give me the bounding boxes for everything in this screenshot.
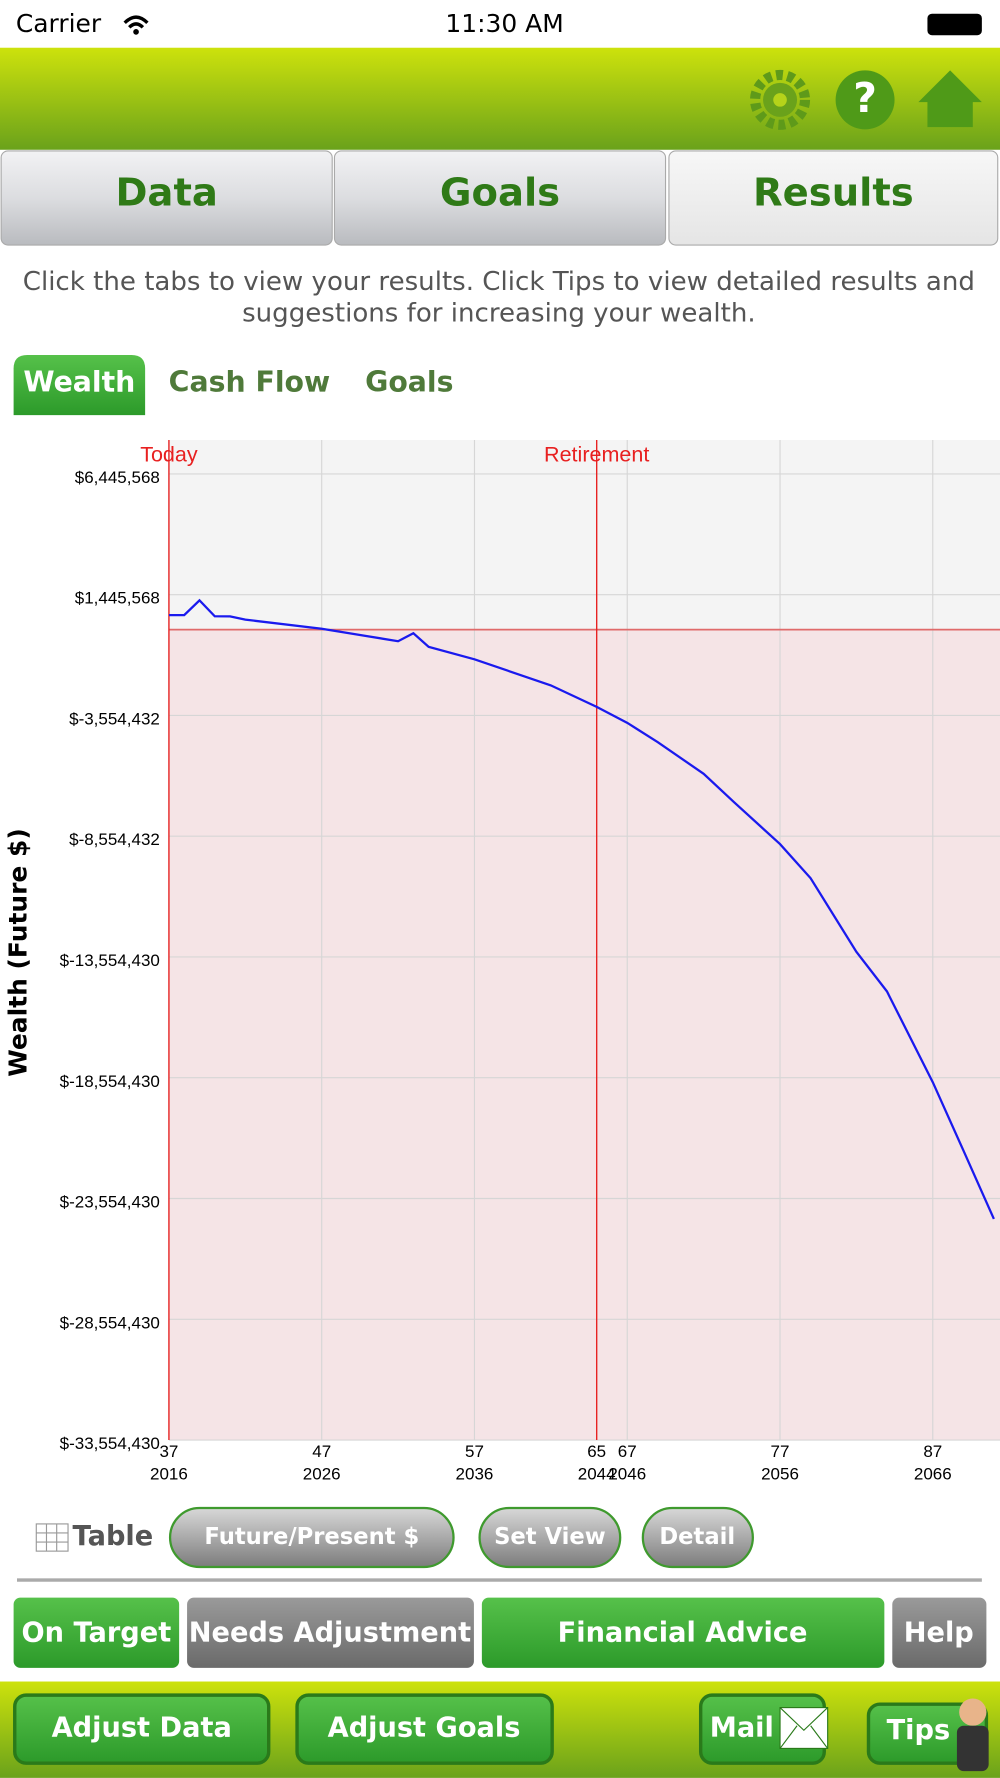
on-target-button[interactable] <box>13 1597 180 1668</box>
button-label: Detail <box>659 1524 735 1550</box>
button-label: Help <box>904 1617 974 1648</box>
table-icon[interactable] <box>35 1523 69 1552</box>
age-tick-label: 77 <box>771 1442 790 1461</box>
button-label: Financial Advice <box>558 1617 808 1648</box>
x-tick-label: 2056 <box>761 1465 799 1484</box>
wifi-icon <box>123 15 149 29</box>
age-tick-label: 37 <box>159 1442 178 1461</box>
button-label: Mail <box>710 1713 774 1744</box>
age-tick-label: 67 <box>618 1442 637 1461</box>
button-label: Set View <box>494 1524 606 1550</box>
x-tick-label: 2026 <box>303 1465 341 1484</box>
needs-adjustment-button[interactable] <box>187 1597 474 1668</box>
instructions: suggestions for increasing your wealth. <box>242 299 756 329</box>
header-bar <box>0 47 1000 150</box>
x-tick-label: 2016 <box>150 1465 188 1484</box>
set-view-button[interactable] <box>478 1506 622 1569</box>
tab-label: Results <box>753 171 914 216</box>
marker-label: Today <box>140 443 198 467</box>
subtab-wealth[interactable] <box>13 354 146 416</box>
help-icon[interactable]: ? <box>835 70 895 130</box>
advisor-icon <box>956 1698 989 1772</box>
tab-data[interactable] <box>0 150 333 246</box>
subtab-label[interactable]: Goals <box>365 365 453 398</box>
button-label: Needs Adjustment <box>189 1617 471 1648</box>
clock: 11:30 AM <box>445 9 563 38</box>
age-tick-label: 65 <box>587 1442 606 1461</box>
help-glyph: ? <box>853 74 877 122</box>
tab-goals[interactable] <box>333 150 667 246</box>
y-tick-label: $-18,554,430 <box>60 1072 160 1091</box>
button-label: Tips <box>887 1715 951 1746</box>
y-tick-label: $-13,554,430 <box>60 951 160 970</box>
help-button[interactable] <box>892 1597 987 1668</box>
adjust-goals-button[interactable] <box>295 1693 554 1765</box>
y-tick-label: $-3,554,432 <box>69 709 160 728</box>
button-label: Future/Present $ <box>204 1524 419 1550</box>
future-present-button[interactable] <box>168 1506 455 1569</box>
financial-advice-button[interactable] <box>481 1597 885 1668</box>
button-label: Adjust Goals <box>328 1713 521 1744</box>
wealth-line <box>168 598 995 1220</box>
age-tick-label: 57 <box>465 1442 484 1461</box>
x-tick-label: 2046 <box>608 1465 646 1484</box>
plot-above <box>168 440 1000 630</box>
instructions: Click the tabs to view your results. Cli… <box>23 267 975 297</box>
tab-results[interactable] <box>668 150 999 246</box>
plot-below <box>168 629 1000 1441</box>
tab-label: Data <box>115 171 217 216</box>
detail-button[interactable] <box>641 1506 754 1569</box>
x-tick-label: 2066 <box>914 1465 952 1484</box>
y-axis-label: Wealth (Future $) <box>3 828 32 1077</box>
x-tick-label: 2044 <box>578 1465 616 1484</box>
subtab-label[interactable]: Cash Flow <box>169 365 331 398</box>
wifi-dot <box>133 29 139 35</box>
subtab-label: Wealth <box>23 365 135 398</box>
age-tick-label: 87 <box>923 1442 942 1461</box>
age-tick-label: 47 <box>312 1442 331 1461</box>
settings-icon[interactable] <box>750 69 811 130</box>
y-tick-label: $-23,554,430 <box>60 1193 160 1212</box>
separator <box>17 1578 982 1582</box>
chart: Wealth (Future $) $6,445,568 $1,445,568 $-… <box>3 440 1000 1484</box>
battery <box>927 13 982 36</box>
y-tick-label: $-8,554,432 <box>69 830 160 849</box>
carrier: Carrier <box>16 9 102 38</box>
y-tick-label: $6,445,568 <box>75 468 160 487</box>
tab-label: Goals <box>440 171 560 216</box>
mail-icon <box>779 1707 829 1749</box>
home-icon[interactable] <box>918 70 982 128</box>
x-tick-label: 2036 <box>456 1465 494 1484</box>
adjust-data-button[interactable] <box>13 1693 271 1765</box>
button-label: Adjust Data <box>52 1713 232 1744</box>
marker-label: Retirement <box>544 443 649 467</box>
y-tick-label: $-33,554,430 <box>60 1434 160 1453</box>
button-label: On Target <box>22 1617 172 1648</box>
table-label[interactable]: Table <box>73 1521 154 1552</box>
y-tick-label: $-28,554,430 <box>60 1313 160 1332</box>
y-tick-label: $1,445,568 <box>75 589 160 608</box>
